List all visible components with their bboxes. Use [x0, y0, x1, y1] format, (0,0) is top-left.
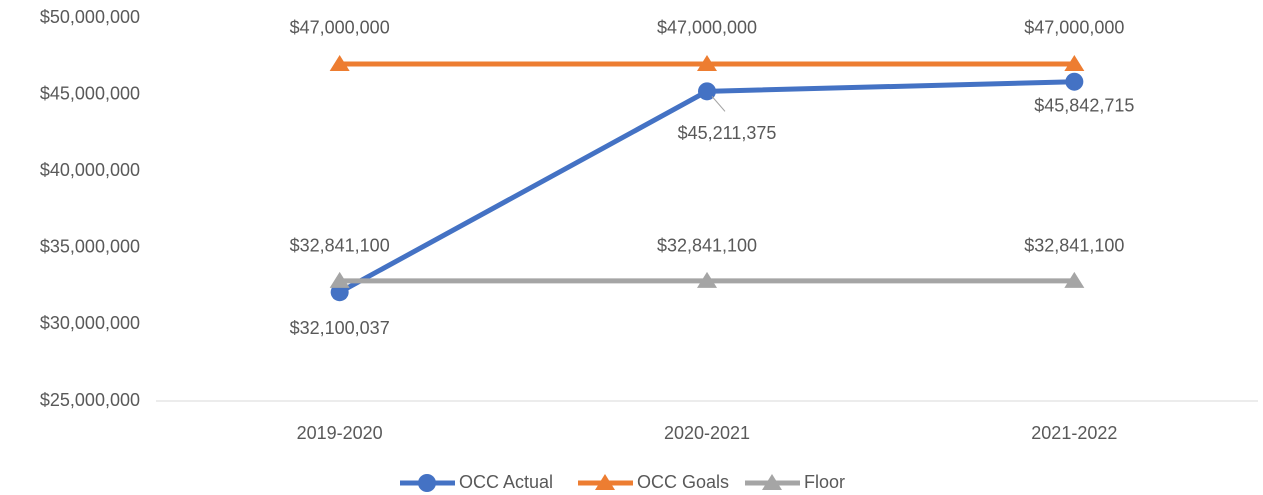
data-label: $32,100,037: [290, 318, 390, 338]
data-point: [329, 54, 350, 71]
legend-marker: [418, 474, 436, 492]
data-label: $47,000,000: [657, 18, 757, 38]
y-tick-label: $25,000,000: [40, 390, 140, 410]
y-tick-label: $50,000,000: [40, 7, 140, 27]
data-label: $45,211,375: [678, 123, 777, 143]
legend-label: Floor: [804, 472, 845, 492]
data-label: $47,000,000: [290, 18, 390, 38]
y-tick-label: $30,000,000: [40, 313, 140, 333]
data-point: [697, 54, 717, 71]
leader-line: [711, 96, 726, 112]
data-point: [1065, 72, 1084, 91]
y-tick-label: $35,000,000: [40, 237, 140, 257]
data-label: $32,841,100: [657, 236, 757, 256]
data-label: $47,000,000: [1024, 18, 1124, 38]
data-point: [1064, 271, 1085, 288]
data-point: [698, 82, 716, 101]
data-point: [1064, 54, 1085, 71]
y-tick-label: $45,000,000: [40, 83, 140, 103]
x-tick-label: 2020-2021: [664, 423, 750, 443]
data-point: [697, 271, 717, 288]
x-tick-label: 2019-2020: [297, 423, 383, 443]
y-tick-label: $40,000,000: [40, 160, 140, 180]
legend-label: OCC Goals: [637, 472, 729, 492]
legend-label: OCC Actual: [459, 472, 553, 492]
x-tick-label: 2021-2022: [1031, 423, 1117, 443]
legend-marker: [595, 474, 615, 490]
data-label: $45,842,715: [1034, 95, 1134, 115]
legend-marker: [762, 474, 782, 490]
data-label: $32,841,100: [1024, 236, 1124, 256]
series-line: [337, 79, 1077, 295]
data-label: $32,841,100: [290, 236, 390, 256]
data-point: [329, 271, 350, 288]
